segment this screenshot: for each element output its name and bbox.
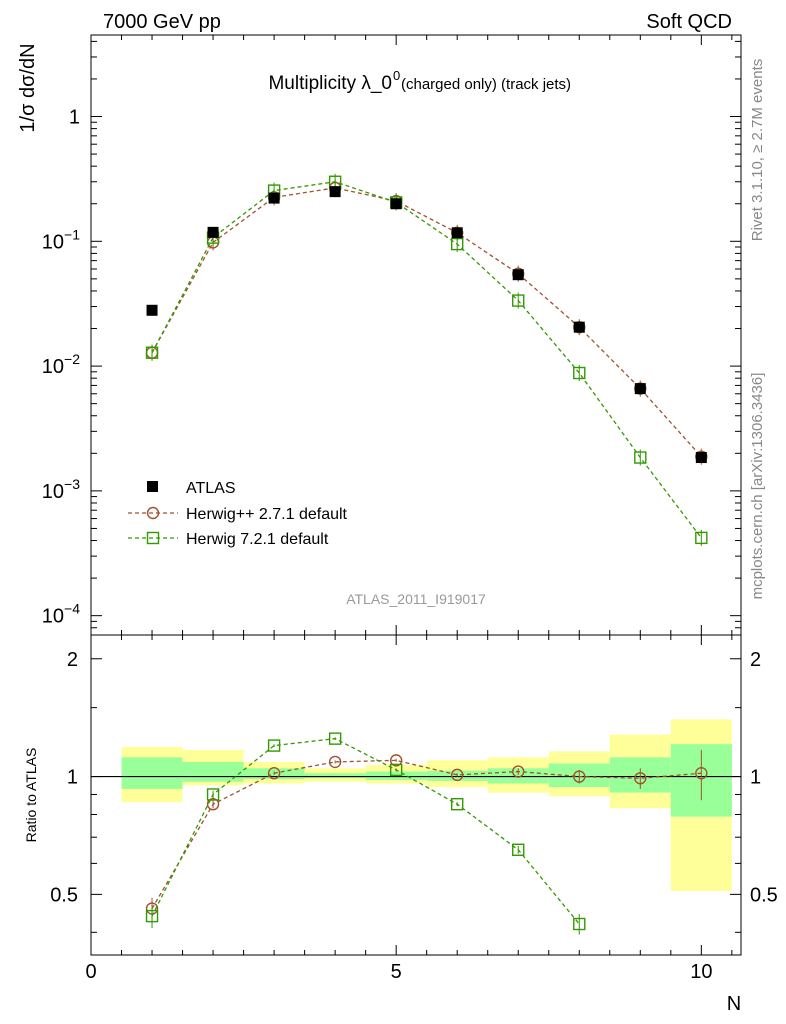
legend-atlas-marker	[147, 481, 158, 492]
atlas-data-point	[573, 321, 585, 333]
series-marker-square	[512, 294, 525, 307]
rivet-version-label: Rivet 3.1.10, ≥ 2.7M events	[749, 59, 766, 242]
series-marker-square	[695, 531, 708, 545]
analysis-watermark: ATLAS_2011_I919017	[346, 591, 486, 607]
ratio-y-axis-label: Ratio to ATLAS	[23, 748, 39, 843]
plot-title-subscript-note: (charged only) (track jets)	[401, 76, 571, 93]
ratio-marker-square	[512, 843, 525, 856]
series-marker-square	[145, 346, 159, 359]
ratio-marker-circle	[267, 767, 281, 780]
ratio-marker-circle	[450, 768, 464, 782]
legend-marker-square	[146, 531, 160, 545]
x-tick-label: 0	[85, 961, 96, 983]
ratio-marker-square	[328, 732, 342, 745]
ratio-marker-square	[206, 788, 220, 801]
plot-title: Multiplicity λ_0	[268, 73, 392, 94]
ratio-marker-square	[573, 917, 586, 931]
x-tick-label: 5	[391, 961, 402, 983]
atlas-data-point	[146, 304, 158, 316]
ratio-y-tick-label-right: 0.5	[750, 884, 778, 906]
y-tick-label: 10−4	[42, 601, 80, 628]
mcplots-label: mcplots.cern.ch [arXiv:1306.3436]	[749, 373, 766, 600]
atlas-data-point	[268, 192, 280, 204]
header-energy-label: 7000 GeV pp	[103, 11, 221, 33]
series-marker-square	[450, 237, 464, 251]
atlas-data-point	[512, 269, 524, 281]
ratio-marker-square	[145, 909, 159, 923]
atlas-data-point	[451, 227, 463, 239]
y-axis-label: 1/σ dσ/dN	[17, 43, 39, 132]
stat-uncertainty-band-4	[304, 773, 366, 779]
header-category-label: Soft QCD	[646, 11, 732, 33]
legend-label-square: Herwig 7.2.1 default	[186, 531, 329, 548]
ratio-marker-circle	[695, 767, 708, 780]
main-plot-panel: 10−4 10−3 10−2 10−1 1	[42, 34, 742, 636]
ratio-y-tick-label-left: 0.5	[50, 884, 78, 906]
y-tick-label: 10−3	[42, 476, 80, 503]
ratio-y-tick-label-right: 2	[750, 649, 761, 671]
series-marker-square	[573, 366, 586, 380]
legend-label-circle: Herwig++ 2.7.1 default	[186, 506, 348, 523]
ratio-y-tick-label-left: 1	[67, 767, 78, 789]
ratio-marker-square	[450, 797, 464, 811]
legend-atlas-label: ATLAS	[186, 480, 236, 497]
ratio-y-tick-label-right: 1	[750, 767, 761, 789]
plot-title-superscript: 0	[393, 68, 400, 83]
series-line-circle	[151, 187, 702, 458]
atlas-data-point	[390, 198, 402, 210]
ratio-marker-square	[389, 763, 403, 777]
legend-marker-circle	[146, 506, 160, 520]
ratio-marker-circle	[634, 772, 647, 785]
x-axis-label: N	[727, 993, 741, 1015]
ratio-marker-circle	[573, 770, 586, 783]
ratio-line-circle	[151, 759, 702, 909]
atlas-data-point	[207, 226, 219, 238]
ratio-plot-panel: 0 5 10 0.5 0.5 1 1 2 2	[50, 634, 778, 983]
stat-uncertainty-band-1	[121, 757, 183, 789]
ratio-marker-circle	[389, 754, 403, 767]
series-marker-square	[634, 451, 647, 464]
ratio-y-tick-label-left: 2	[67, 649, 78, 671]
stat-uncertainty-band-2	[182, 761, 244, 782]
y-tick-label: 10−1	[42, 226, 80, 253]
y-tick-label: 10−2	[42, 351, 80, 378]
atlas-data-point	[634, 383, 646, 395]
ratio-line-square	[151, 737, 580, 925]
ratio-plot-frame	[90, 634, 742, 956]
ratio-marker-circle	[328, 755, 342, 769]
atlas-data-point	[329, 186, 341, 198]
ratio-marker-circle	[206, 797, 220, 811]
legend: ATLAS Herwig++ 2.7.1 default Herwig 7.2.1 …	[128, 480, 348, 548]
ratio-marker-square	[267, 739, 281, 752]
ratio-marker-circle	[512, 765, 525, 778]
y-tick-label: 1	[69, 107, 80, 129]
x-tick-label: 10	[690, 961, 712, 983]
series-line-square	[151, 181, 702, 539]
atlas-data-point	[695, 452, 707, 464]
